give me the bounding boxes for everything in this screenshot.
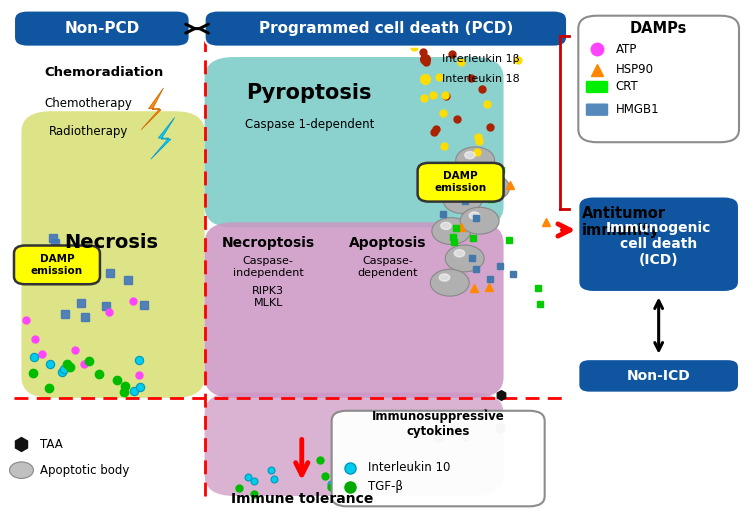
Circle shape xyxy=(456,147,495,174)
Text: TGF-β: TGF-β xyxy=(367,480,403,493)
Text: Apoptotic body: Apoptotic body xyxy=(40,464,130,477)
Text: DAMP
emission: DAMP emission xyxy=(31,254,83,276)
Text: Caspase-
independent: Caspase- independent xyxy=(233,256,303,278)
Text: Interleukin 10: Interleukin 10 xyxy=(367,461,450,474)
Text: Non-ICD: Non-ICD xyxy=(626,369,691,383)
Text: Immune tolerance: Immune tolerance xyxy=(230,492,373,506)
Polygon shape xyxy=(141,88,163,130)
Circle shape xyxy=(428,162,467,189)
Text: Immunosuppressive
cytokines: Immunosuppressive cytokines xyxy=(372,410,505,437)
FancyBboxPatch shape xyxy=(578,359,739,393)
Circle shape xyxy=(437,167,447,174)
Text: DAMP
emission: DAMP emission xyxy=(434,171,486,193)
Circle shape xyxy=(431,218,471,244)
Circle shape xyxy=(469,212,480,219)
Text: Necrosis: Necrosis xyxy=(64,233,158,253)
FancyBboxPatch shape xyxy=(205,393,504,496)
FancyBboxPatch shape xyxy=(14,245,100,284)
Text: Pyroptosis: Pyroptosis xyxy=(246,83,372,103)
Text: DAMPs: DAMPs xyxy=(630,21,687,36)
FancyBboxPatch shape xyxy=(14,10,190,46)
Text: HMGB1: HMGB1 xyxy=(616,103,660,116)
FancyBboxPatch shape xyxy=(586,81,608,93)
Circle shape xyxy=(454,250,465,257)
FancyBboxPatch shape xyxy=(205,222,504,398)
FancyBboxPatch shape xyxy=(578,16,739,142)
Text: Necroptosis: Necroptosis xyxy=(221,236,315,250)
Text: Programmed cell death (PCD): Programmed cell death (PCD) xyxy=(259,21,513,36)
Circle shape xyxy=(439,274,450,281)
Text: TAA: TAA xyxy=(40,438,63,451)
Circle shape xyxy=(430,269,469,296)
Text: Interleukin 1β: Interleukin 1β xyxy=(441,54,519,64)
FancyBboxPatch shape xyxy=(22,111,205,398)
FancyBboxPatch shape xyxy=(578,196,739,292)
Circle shape xyxy=(465,151,475,159)
Text: ATP: ATP xyxy=(616,43,637,56)
Circle shape xyxy=(443,187,482,213)
Text: Caspase-
dependent: Caspase- dependent xyxy=(358,256,418,278)
Text: RIPK3
MLKL: RIPK3 MLKL xyxy=(252,287,284,308)
Text: Antitumor
immunity: Antitumor immunity xyxy=(582,206,666,239)
FancyBboxPatch shape xyxy=(331,411,544,506)
Text: HSP90: HSP90 xyxy=(616,63,654,76)
Circle shape xyxy=(10,462,33,479)
Text: Apoptosis: Apoptosis xyxy=(349,236,426,250)
Circle shape xyxy=(452,191,462,198)
Circle shape xyxy=(480,179,490,186)
Text: Caspase 1-dependent: Caspase 1-dependent xyxy=(245,117,374,130)
Polygon shape xyxy=(151,117,175,159)
Text: Immunogenic
cell death
(ICD): Immunogenic cell death (ICD) xyxy=(606,221,712,267)
Circle shape xyxy=(441,222,451,230)
Circle shape xyxy=(460,207,499,234)
Text: Radiotherapy: Radiotherapy xyxy=(49,125,129,138)
Text: Interleukin 18: Interleukin 18 xyxy=(441,74,520,84)
Text: Chemotherapy: Chemotherapy xyxy=(44,97,133,110)
Circle shape xyxy=(445,245,484,272)
FancyBboxPatch shape xyxy=(205,57,504,228)
Circle shape xyxy=(471,174,510,201)
Text: CRT: CRT xyxy=(616,80,639,93)
Text: Non-PCD: Non-PCD xyxy=(64,21,139,36)
FancyBboxPatch shape xyxy=(586,103,608,116)
FancyBboxPatch shape xyxy=(418,163,504,201)
Text: Chemoradiation: Chemoradiation xyxy=(44,66,163,79)
FancyBboxPatch shape xyxy=(205,10,567,46)
